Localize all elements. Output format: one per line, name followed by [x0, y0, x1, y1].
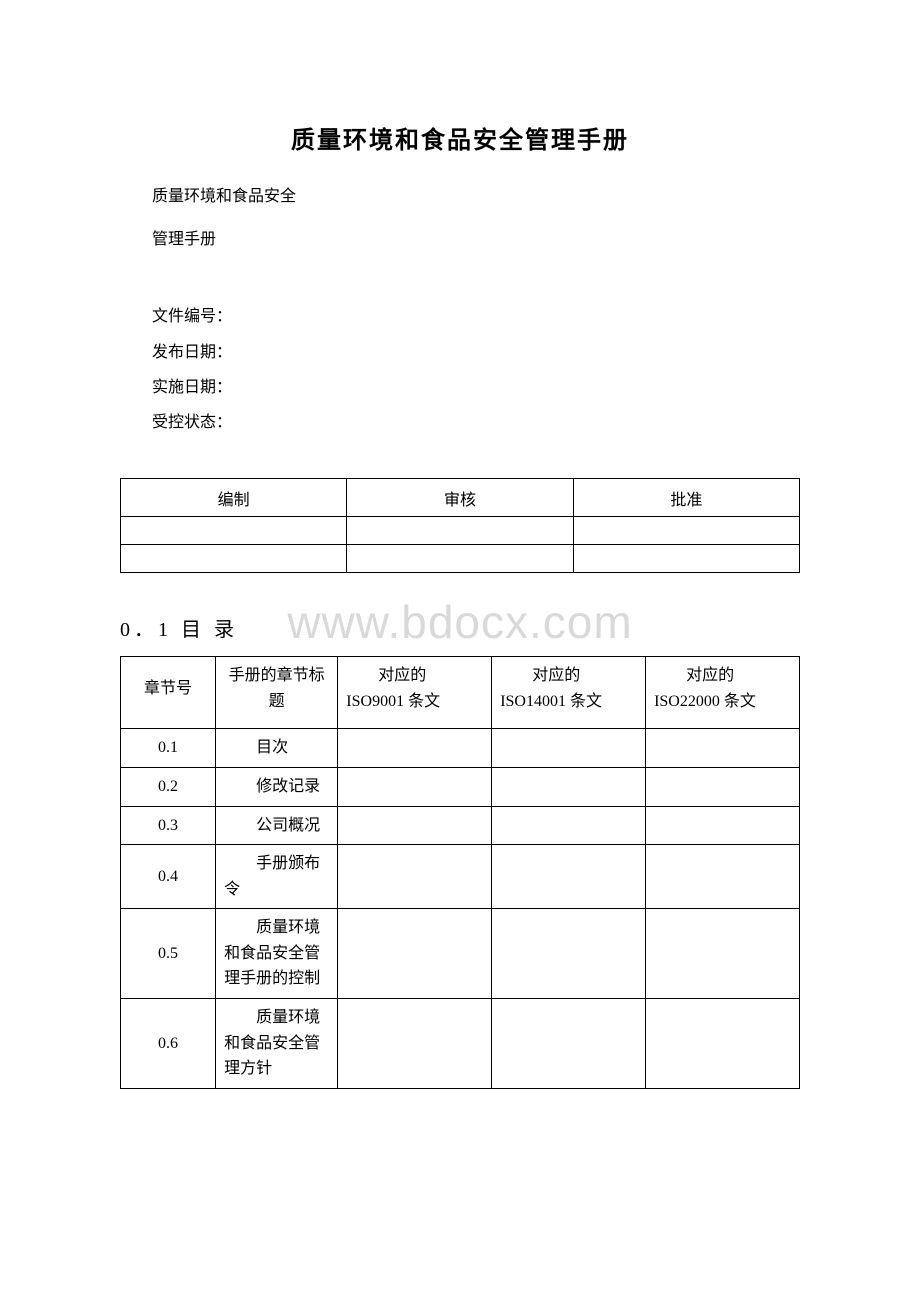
toc-header-iso14001: 对应的ISO14001 条文 — [492, 657, 646, 729]
toc-cell-title: 手册颁布令 — [216, 845, 338, 909]
document-content: 质量环境和食品安全管理手册 质量环境和食品安全 管理手册 文件编号： 发布日期：… — [120, 120, 800, 1089]
toc-cell-iso9001 — [338, 999, 492, 1089]
toc-cell-iso14001 — [492, 767, 646, 806]
toc-cell-iso9001 — [338, 806, 492, 845]
toc-cell-no: 0.4 — [121, 845, 216, 909]
toc-header-chapter-no: 章节号 — [121, 657, 216, 729]
sign-header-prepare: 编制 — [121, 479, 347, 517]
toc-cell-iso14001 — [492, 909, 646, 999]
toc-cell-iso9001 — [338, 845, 492, 909]
table-row: 0.2 修改记录 — [121, 767, 800, 806]
toc-cell-iso9001 — [338, 909, 492, 999]
toc-cell-no: 0.1 — [121, 729, 216, 768]
toc-cell-no: 0.6 — [121, 999, 216, 1089]
toc-cell-iso22000 — [646, 999, 800, 1089]
toc-cell-title: 修改记录 — [216, 767, 338, 806]
table-row — [121, 517, 800, 545]
toc-cell-iso9001 — [338, 767, 492, 806]
sign-header-approve: 批准 — [573, 479, 799, 517]
toc-cell-iso22000 — [646, 729, 800, 768]
document-title: 质量环境和食品安全管理手册 — [120, 120, 800, 155]
sign-cell — [347, 545, 573, 573]
doc-number-label: 文件编号： — [120, 299, 800, 334]
signature-table: 编制 审核 批准 — [120, 478, 800, 573]
table-row: 编制 审核 批准 — [121, 479, 800, 517]
toc-header-chapter-title: 手册的章节标题 — [216, 657, 338, 729]
sign-cell — [121, 545, 347, 573]
table-row — [121, 545, 800, 573]
toc-header-iso9001: 对应的ISO9001 条文 — [338, 657, 492, 729]
table-row: 章节号 手册的章节标题 对应的ISO9001 条文 对应的ISO14001 条文… — [121, 657, 800, 729]
sign-cell — [121, 517, 347, 545]
toc-cell-title: 质量环境和食品安全管理方针 — [216, 999, 338, 1089]
sign-cell — [573, 517, 799, 545]
sign-cell — [347, 517, 573, 545]
subtitle-line-1: 质量环境和食品安全 — [120, 179, 800, 214]
section-heading-toc: 0．1 目 录 — [120, 613, 800, 642]
table-row: 0.1 目次 — [121, 729, 800, 768]
toc-cell-iso14001 — [492, 999, 646, 1089]
impl-date-label: 实施日期： — [120, 370, 800, 405]
sign-cell — [573, 545, 799, 573]
toc-cell-no: 0.5 — [121, 909, 216, 999]
toc-cell-iso14001 — [492, 729, 646, 768]
toc-cell-title: 目次 — [216, 729, 338, 768]
table-row: 0.6 质量环境和食品安全管理方针 — [121, 999, 800, 1089]
toc-cell-no: 0.2 — [121, 767, 216, 806]
toc-cell-iso14001 — [492, 806, 646, 845]
subtitle-line-2: 管理手册 — [120, 222, 800, 257]
toc-header-iso22000: 对应的ISO22000 条文 — [646, 657, 800, 729]
toc-cell-iso22000 — [646, 845, 800, 909]
toc-cell-iso22000 — [646, 767, 800, 806]
toc-table: 章节号 手册的章节标题 对应的ISO9001 条文 对应的ISO14001 条文… — [120, 656, 800, 1089]
toc-cell-iso14001 — [492, 845, 646, 909]
toc-cell-iso22000 — [646, 806, 800, 845]
toc-cell-title: 公司概况 — [216, 806, 338, 845]
table-row: 0.4 手册颁布令 — [121, 845, 800, 909]
table-row: 0.3 公司概况 — [121, 806, 800, 845]
sign-header-review: 审核 — [347, 479, 573, 517]
toc-cell-title: 质量环境和食品安全管理手册的控制 — [216, 909, 338, 999]
toc-cell-iso9001 — [338, 729, 492, 768]
issue-date-label: 发布日期： — [120, 335, 800, 370]
control-state-label: 受控状态： — [120, 405, 800, 440]
toc-cell-iso22000 — [646, 909, 800, 999]
toc-cell-no: 0.3 — [121, 806, 216, 845]
table-row: 0.5 质量环境和食品安全管理手册的控制 — [121, 909, 800, 999]
